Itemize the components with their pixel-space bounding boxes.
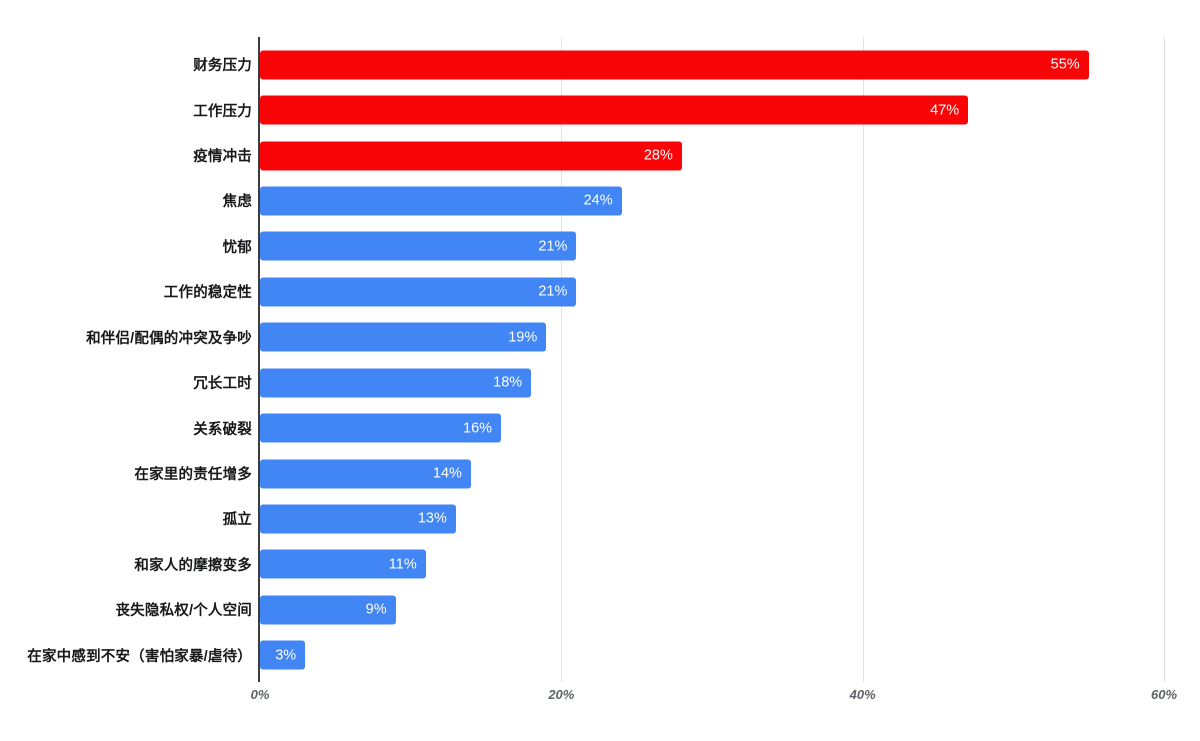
bar-row: 14% xyxy=(260,451,1164,496)
category-label-row: 焦虑 xyxy=(0,178,252,223)
bar: 19% xyxy=(260,322,547,352)
bar: 16% xyxy=(260,413,502,443)
x-tick-label: 0% xyxy=(250,687,270,702)
bar-rows: 55% 47% 28% 24% 21% 21% 19% 18% 16% 14% 13% 11% 9% 3% xyxy=(260,42,1164,678)
category-label-row: 在家里的责任增多 xyxy=(0,451,252,496)
bar-row: 13% xyxy=(260,496,1164,541)
bar-row: 19% xyxy=(260,315,1164,360)
bar: 13% xyxy=(260,504,456,534)
x-gridline xyxy=(561,37,563,682)
bar-value-label: 21% xyxy=(538,238,568,255)
bar-value-label: 16% xyxy=(463,420,493,437)
bar-row: 47% xyxy=(260,87,1164,132)
bar-row: 28% xyxy=(260,133,1164,178)
bar-row: 9% xyxy=(260,587,1164,632)
bar-row: 55% xyxy=(260,42,1164,87)
category-label: 焦虑 xyxy=(222,194,252,211)
category-label: 财务压力 xyxy=(193,58,252,75)
category-label-row: 关系破裂 xyxy=(0,405,252,450)
category-label-row: 财务压力 xyxy=(0,42,252,87)
x-tick-label: 60% xyxy=(1150,687,1178,702)
category-label-row: 疫情冲击 xyxy=(0,133,252,178)
x-tick-label: 40% xyxy=(849,687,876,702)
bar-row: 11% xyxy=(260,542,1164,587)
bar: 11% xyxy=(260,549,426,579)
bar-row: 16% xyxy=(260,405,1164,450)
category-label-row: 在家中感到不安（害怕家暴/虐待） xyxy=(0,632,252,677)
bar-row: 18% xyxy=(260,360,1164,405)
category-label: 冗长工时 xyxy=(193,376,252,393)
bar: 21% xyxy=(260,231,577,261)
bar: 14% xyxy=(260,459,471,488)
bar-value-label: 19% xyxy=(508,329,538,346)
bar-row: 21% xyxy=(260,269,1164,314)
x-gridline xyxy=(1164,37,1165,682)
category-label: 工作的稳定性 xyxy=(163,285,252,302)
category-labels: 财务压力工作压力疫情冲击焦虑忧郁工作的稳定性和伴侣/配偶的冲突及争吵冗长工时关系… xyxy=(0,42,252,678)
category-label-row: 冗长工时 xyxy=(0,360,252,405)
bar-value-label: 9% xyxy=(365,601,387,618)
category-label-row: 丧失隐私权/个人空间 xyxy=(0,587,252,632)
bar: 28% xyxy=(260,141,682,171)
bar-row: 21% xyxy=(260,224,1164,269)
bar: 21% xyxy=(260,277,577,307)
category-label: 孤立 xyxy=(222,512,252,529)
category-label: 丧失隐私权/个人空间 xyxy=(115,603,252,620)
category-label-row: 忧郁 xyxy=(0,224,252,269)
bar-value-label: 11% xyxy=(388,556,417,573)
category-label: 在家里的责任增多 xyxy=(134,467,252,483)
bar-value-label: 18% xyxy=(493,374,523,391)
bar: 18% xyxy=(260,368,532,398)
x-axis-tick-labels: 0% 20% 40% 60% xyxy=(251,687,1177,707)
bar-row: 24% xyxy=(260,178,1164,223)
category-label-row: 和伴侣/配偶的冲突及争吵 xyxy=(0,315,252,360)
category-label-row: 孤立 xyxy=(0,496,252,541)
category-label: 关系破裂 xyxy=(193,421,252,438)
category-label: 在家中感到不安（害怕家暴/虐待） xyxy=(27,648,252,665)
category-label-row: 工作的稳定性 xyxy=(0,269,252,314)
x-gridline xyxy=(862,37,864,682)
bar-value-label: 21% xyxy=(538,283,568,300)
bar: 47% xyxy=(260,95,969,125)
bar-value-label: 13% xyxy=(417,510,447,527)
category-label: 和伴侣/配偶的冲突及争吵 xyxy=(86,330,252,347)
bar-row: 3% xyxy=(260,632,1164,677)
bar-value-label: 3% xyxy=(275,647,297,664)
category-label: 和家人的摩擦变多 xyxy=(134,557,252,574)
plot-area: 55% 47% 28% 24% 21% 21% 19% 18% 16% 14% 13% 11% 9% 3% xyxy=(258,37,1165,682)
bar: 24% xyxy=(260,186,622,216)
bar-value-label: 14% xyxy=(432,465,462,482)
category-label: 忧郁 xyxy=(222,239,252,256)
bar-value-label: 47% xyxy=(930,102,960,119)
x-tick-label: 20% xyxy=(548,687,575,702)
category-label-row: 和家人的摩擦变多 xyxy=(0,542,252,587)
bar-value-label: 28% xyxy=(643,147,673,164)
category-label: 疫情冲击 xyxy=(193,149,252,166)
bar: 9% xyxy=(260,595,396,625)
category-label-row: 工作压力 xyxy=(0,87,252,132)
bar: 55% xyxy=(260,50,1089,80)
bar-value-label: 55% xyxy=(1050,56,1080,73)
category-label: 工作压力 xyxy=(193,103,252,120)
bar-value-label: 24% xyxy=(583,192,613,209)
bar: 3% xyxy=(260,640,306,670)
y-axis-line xyxy=(258,37,260,682)
